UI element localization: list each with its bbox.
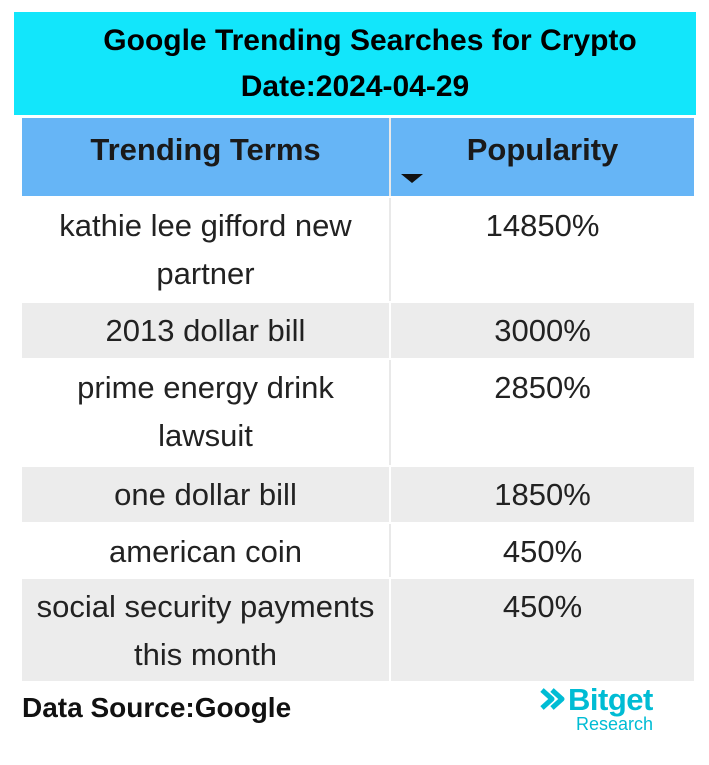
table-row: american coin 450% [22,522,694,577]
date: Date:2024-04-29 [240,70,470,103]
table-row: kathie lee gifford new partner 14850% [22,196,694,301]
column-header-text: Popularity [466,132,619,167]
table: Trending Terms Popularity kathie lee gif… [22,118,694,681]
brand-sub: Research [576,714,654,734]
term-cell: one dollar bill [22,467,391,522]
logo: Bitget Research [538,682,653,735]
popularity-cell: 2850% [494,370,591,405]
popularity-cell: 450% [502,589,583,624]
logo-icon [540,688,565,710]
column-header[interactable]: Popularity [391,118,694,196]
term-cell: social security payments this month [22,579,391,681]
term-cell: prime energy drink lawsuit [22,360,391,465]
title: Google Trending Searches for Crypto [103,24,637,57]
data-source: Data Source:Google [22,692,292,723]
sort-arrow[interactable] [401,174,423,183]
table-row: 2013 dollar bill 3000% [22,301,694,358]
brand: Bitget [568,682,653,717]
term-cell: 2013 dollar bill [22,303,391,358]
popularity-cell: 14850% [485,208,600,243]
column-header: Trending Terms [22,118,391,196]
table-row: one dollar bill 1850% [22,465,694,522]
popularity-cell: 1850% [494,477,591,512]
term-cell: kathie lee gifford new partner [22,198,391,301]
popularity-cell: 450% [502,534,583,569]
table-row: prime energy drink lawsuit 2850% [22,358,694,465]
title-banner: Google Trending Searches for Crypto Date… [14,12,696,115]
popularity-cell: 3000% [494,313,591,348]
table-row: social security payments this month 450% [22,577,694,681]
header-row: Trending Terms Popularity [22,118,694,196]
term-cell: american coin [22,524,391,577]
